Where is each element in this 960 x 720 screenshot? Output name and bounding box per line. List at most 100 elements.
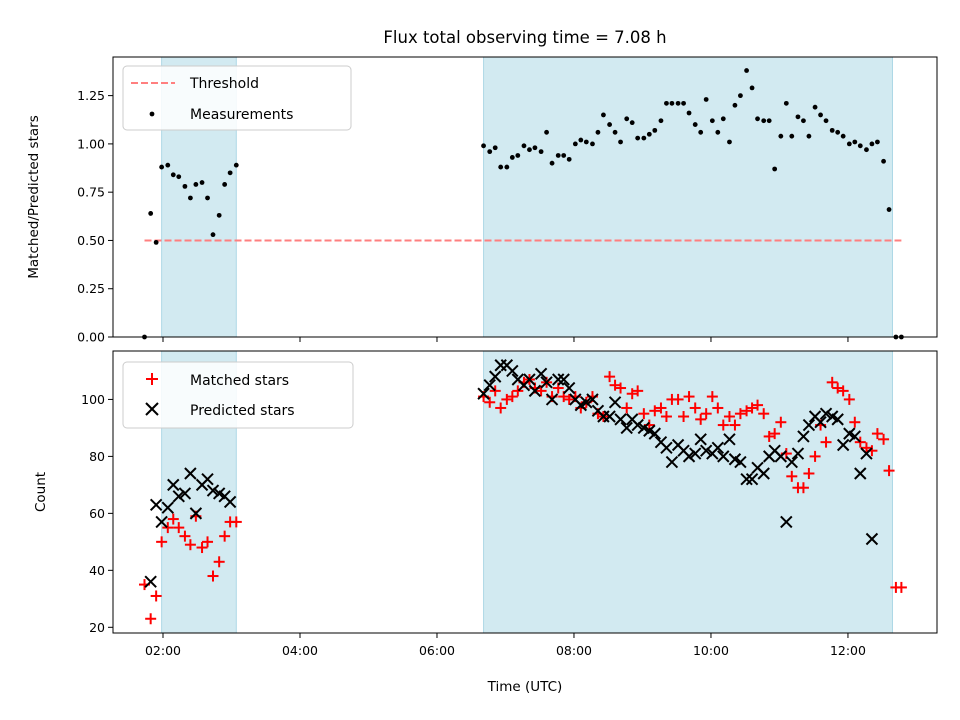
predicted-stars-point: [717, 450, 730, 463]
matched-stars-point: [512, 385, 524, 397]
predicted-stars-point: [189, 507, 203, 520]
predicted-stars-point: [523, 373, 536, 386]
matched-stars-point: [826, 376, 838, 388]
top-panel-frame: [112, 56, 938, 338]
measurements-point: [170, 172, 176, 178]
shaded-interval-1: [483, 350, 893, 634]
matched-stars-point: [145, 613, 157, 625]
y-tick-label: 0.75: [77, 185, 105, 200]
measurements-point: [692, 122, 698, 127]
measurements-point: [755, 116, 760, 122]
matched-legend-label: Matched stars: [190, 373, 289, 389]
measurements-point: [498, 164, 504, 170]
matched-stars-point: [843, 393, 855, 405]
measurements-point: [801, 118, 806, 124]
predicted-stars-point: [740, 472, 753, 486]
predicted-stars-point: [488, 370, 502, 383]
measurements-point: [778, 133, 784, 139]
measurements-point: [148, 211, 154, 216]
measurements-point: [544, 129, 549, 135]
matched-stars-point: [196, 542, 208, 554]
predicted-legend-marker: [145, 402, 159, 416]
matched-stars-point: [202, 536, 214, 548]
measurements-point: [492, 145, 498, 151]
matched-stars-point: [615, 382, 627, 394]
measurements-point: [583, 139, 589, 145]
measurements-point: [795, 114, 801, 120]
predicted-stars-point: [797, 430, 810, 443]
top-legend-box: [122, 65, 352, 131]
measurements-point: [709, 118, 715, 124]
measurements-legend-marker: [149, 111, 155, 117]
matched-stars-point: [883, 465, 895, 477]
predicted-stars-point: [562, 381, 576, 395]
matched-stars-point: [179, 530, 191, 542]
bottom-panel: 20 40 60 80 100 02:00 04:00 06:00 08:00 10:00 12:…: [33, 350, 938, 695]
measurements-point: [590, 141, 595, 147]
top-panel-ylabel: Matched/Predicted stars: [26, 115, 42, 278]
matched-stars-point: [678, 411, 690, 423]
measurements-point: [761, 118, 767, 124]
measurements-legend-label: Measurements: [190, 107, 293, 123]
matched-stars-point: [734, 408, 746, 420]
measurements-point: [205, 195, 210, 201]
predicted-stars-point: [791, 447, 805, 460]
measurements-point: [595, 129, 601, 135]
measurements-point: [193, 182, 199, 187]
matched-stars-point: [723, 411, 735, 423]
predicted-stars-point: [201, 472, 214, 486]
measurements-point: [646, 131, 652, 137]
matched-stars-point: [809, 450, 821, 462]
predicted-stars-point: [184, 467, 197, 480]
matched-stars-point: [729, 419, 741, 431]
matched-stars-point: [156, 536, 168, 548]
predicted-stars-point: [734, 455, 747, 469]
measurements-point: [504, 164, 510, 170]
measurements-point: [601, 112, 606, 118]
predicted-stars-point: [552, 373, 565, 386]
predicted-stars-point: [723, 433, 736, 446]
predicted-stars-point: [785, 455, 798, 469]
y-tick-label: 20: [89, 620, 105, 635]
predicted-stars-point: [144, 575, 157, 588]
predicted-stars-point: [631, 418, 644, 432]
bottom-legend-box: [122, 361, 354, 429]
matched-stars-point: [878, 433, 890, 445]
predicted-stars-point: [167, 478, 180, 492]
predicted-stars-point: [149, 498, 163, 512]
predicted-stars-point: [155, 515, 168, 529]
matched-stars-point: [803, 467, 815, 479]
measurements-point: [869, 141, 875, 147]
measurements-point: [532, 145, 538, 151]
matched-stars-point: [717, 419, 729, 431]
measurements-point: [618, 139, 623, 145]
predicted-stars-point: [545, 393, 559, 406]
measurements-point: [216, 212, 222, 218]
predicted-stars-point: [161, 501, 175, 514]
matched-stars-point: [489, 385, 501, 397]
matched-stars-point: [683, 391, 695, 403]
y-tick-label: 1.25: [77, 88, 105, 103]
predicted-stars-point: [745, 472, 759, 486]
measurements-point: [715, 129, 721, 135]
predicted-stars-point: [819, 407, 833, 420]
matched-stars-point: [797, 482, 809, 494]
matched-stars-point: [752, 399, 764, 411]
x-tick-label: 10:00: [693, 643, 729, 658]
threshold-legend-label: Threshold: [189, 76, 259, 92]
measurements-point: [783, 100, 789, 106]
measurements-point: [612, 129, 618, 135]
bottom-panel-x-ticks: 02:00 04:00 06:00 08:00 10:00 12:00: [145, 633, 866, 658]
measurements-point: [881, 158, 886, 164]
measurements-point: [732, 102, 738, 108]
bottom-panel-ylabel: Count: [33, 472, 49, 512]
measurements-point: [233, 162, 239, 168]
measurements-point: [698, 129, 704, 135]
matched-stars-point: [672, 393, 684, 405]
predicted-stars-point: [557, 373, 570, 386]
top-legend: Threshold Measurements: [122, 65, 352, 131]
measurements-point: [624, 116, 630, 122]
matched-stars-point: [162, 522, 174, 534]
y-tick-label: 0.00: [77, 330, 105, 345]
measurements-point: [823, 118, 829, 124]
